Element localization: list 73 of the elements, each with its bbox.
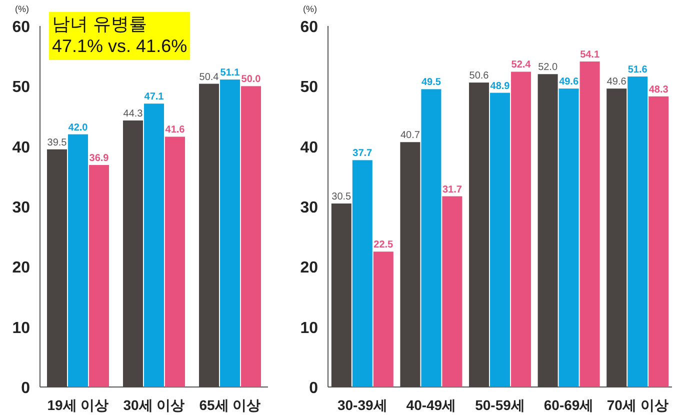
- y-tick-label: 50: [300, 79, 318, 96]
- data-label: 54.1: [580, 50, 600, 60]
- data-label: 36.9: [89, 152, 110, 164]
- bar: [331, 203, 352, 387]
- bar: [648, 96, 669, 387]
- data-label: 48.9: [490, 80, 510, 92]
- y-tick-label: 60: [12, 19, 30, 36]
- bar: [442, 196, 462, 387]
- bar: [220, 80, 240, 387]
- data-label: 49.6: [559, 76, 579, 88]
- bar: [421, 89, 442, 387]
- data-label: 48.3: [648, 84, 669, 96]
- y-tick-label: 50: [12, 79, 30, 96]
- y-axis-title: (%): [303, 4, 317, 14]
- bar: [538, 74, 558, 387]
- bar: [68, 134, 88, 387]
- x-tick-label: 65세 이상: [199, 397, 261, 413]
- annotation: 남녀 유병률 47.1% vs. 41.6%: [52, 14, 188, 56]
- bar: [373, 252, 394, 387]
- bar: [511, 72, 531, 387]
- bar: [558, 88, 579, 387]
- x-tick-label: 40-49세: [406, 397, 456, 413]
- data-label: 37.7: [352, 148, 373, 160]
- data-label: 52.4: [511, 60, 532, 71]
- y-tick-label: 60: [300, 19, 318, 36]
- data-label: 30.5: [332, 191, 352, 202]
- x-tick-label: 60-69세: [544, 397, 594, 413]
- data-label: 52.0: [538, 62, 558, 74]
- bar: [628, 76, 648, 387]
- x-tick-label: 30세 이상: [123, 397, 185, 413]
- x-tick-label: 30-39세: [337, 397, 388, 413]
- x-tick-label: 70세 이상: [606, 397, 668, 413]
- bar: [47, 149, 67, 387]
- data-label: 40.7: [400, 130, 420, 142]
- bar: [352, 160, 372, 387]
- data-label: 49.5: [421, 77, 442, 88]
- y-tick-label: 30: [12, 200, 30, 216]
- y-tick-label: 40: [12, 139, 30, 156]
- data-label: 51.1: [220, 68, 240, 79]
- bar: [400, 142, 420, 387]
- data-label: 47.1: [144, 92, 164, 103]
- data-label: 42.0: [68, 122, 88, 134]
- data-label: 39.5: [47, 137, 68, 148]
- bar: [469, 82, 489, 387]
- bar: [606, 88, 627, 387]
- data-label: 22.5: [374, 240, 394, 251]
- y-tick-label: 0: [309, 380, 318, 397]
- y-tick-label: 0: [21, 380, 30, 397]
- bar: [165, 136, 185, 387]
- data-label: 41.6: [165, 124, 186, 136]
- x-tick-label: 50-59세: [475, 397, 525, 413]
- bar: [144, 104, 164, 387]
- bar: [490, 92, 510, 387]
- y-axis-title: (%): [15, 4, 29, 14]
- bar: [580, 62, 600, 387]
- data-label: 31.7: [442, 184, 462, 196]
- y-tick-label: 20: [300, 260, 318, 277]
- y-tick-label: 20: [12, 260, 30, 277]
- data-label: 50.0: [241, 74, 262, 86]
- data-label: 50.4: [199, 72, 220, 83]
- data-label: 51.6: [628, 64, 648, 76]
- x-tick-label: 19세 이상: [47, 397, 109, 413]
- y-tick-label: 10: [12, 320, 30, 337]
- bar: [123, 120, 143, 387]
- data-label: 49.6: [606, 76, 627, 88]
- bar: [241, 86, 261, 387]
- y-tick-label: 40: [300, 139, 318, 156]
- bar: [89, 164, 109, 387]
- bar: [199, 84, 219, 387]
- data-label: 44.3: [123, 108, 144, 120]
- y-tick-label: 30: [300, 200, 318, 216]
- y-tick-label: 10: [300, 320, 318, 337]
- data-label: 50.6: [469, 70, 490, 82]
